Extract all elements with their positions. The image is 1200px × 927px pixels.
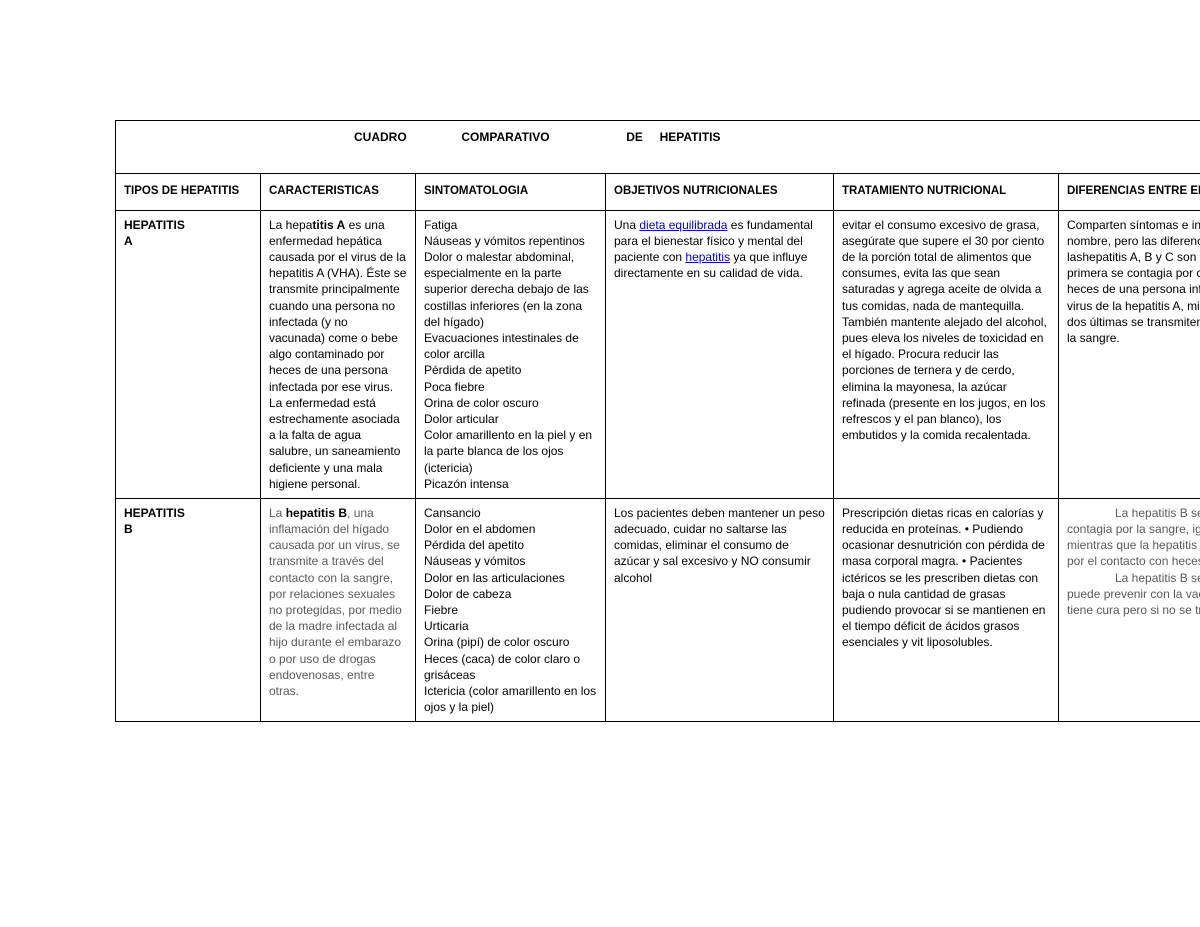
tratamiento-a: evitar el consumo excesivo de grasa, ase… — [834, 210, 1059, 498]
header-tipos: TIPOS DE HEPATITIS — [116, 174, 261, 211]
title-word-2: COMPARATIVO — [461, 129, 549, 145]
diff-lead-1: La hepatitis B se — [1067, 505, 1200, 521]
header-row: TIPOS DE HEPATITIS CARACTERISTICAS SINTO… — [116, 174, 1200, 211]
link-dieta-equilibrada[interactable]: dieta equilibrada — [639, 218, 727, 232]
diff-lead-2: La hepatitis B se — [1067, 570, 1200, 586]
caracteristicas-a: La hepatitis A es una enfermedad hepátic… — [261, 210, 416, 498]
carac-pre: La hepa — [269, 218, 312, 232]
tratamiento-b: Prescripción dietas ricas en calorías y … — [834, 498, 1059, 721]
objetivos-a: Una dieta equilibrada es fundamental par… — [606, 210, 834, 498]
title-word-4: HEPATITIS — [660, 129, 721, 145]
header-caracteristicas: CARACTERISTICAS — [261, 174, 416, 211]
table-row: HEPATITIS A La hepatitis A es una enferm… — [116, 210, 1200, 498]
type-cell-a: HEPATITIS A — [116, 210, 261, 498]
carac-pre: La — [269, 506, 286, 520]
header-sintomatologia: SINTOMATOLOGIA — [416, 174, 606, 211]
diferencias-b: La hepatitis B se contagia por la sangre… — [1059, 498, 1200, 721]
carac-post: es una enfermedad hepática causada por e… — [269, 218, 406, 491]
obj-pre: Una — [614, 218, 639, 232]
link-hepatitis[interactable]: hepatitis — [685, 250, 730, 264]
sintomatologia-b: Cansancio Dolor en el abdomen Pérdida de… — [416, 498, 606, 721]
carac-post: , una inflamación del hígado causada por… — [269, 506, 402, 698]
carac-bold: titis A — [312, 218, 345, 232]
objetivos-b: Los pacientes deben mantener un peso ade… — [606, 498, 834, 721]
title-word-3: DE — [626, 129, 643, 145]
type-letter: A — [124, 233, 252, 249]
table-title-cell: CUADRO COMPARATIVO DE HEPATITIS — [116, 121, 1200, 174]
type-name: HEPATITIS — [124, 505, 252, 521]
header-tratamiento: TRATAMIENTO NUTRICIONAL — [834, 174, 1059, 211]
caracteristicas-b: La hepatitis B, una inflamación del híga… — [261, 498, 416, 721]
hepatitis-comparison-table: CUADRO COMPARATIVO DE HEPATITIS TIPOS DE… — [115, 120, 1200, 722]
table-title: CUADRO COMPARATIVO DE HEPATITIS — [124, 129, 1200, 145]
table-row: HEPATITIS B La hepatitis B, una inflamac… — [116, 498, 1200, 721]
sintomatologia-a: Fatiga Náuseas y vómitos repentinos Dolo… — [416, 210, 606, 498]
diferencias-a: Comparten síntomas e incluso un mismo no… — [1059, 210, 1200, 498]
header-objetivos: OBJETIVOS NUTRICIONALES — [606, 174, 834, 211]
type-name: HEPATITIS — [124, 217, 252, 233]
diff-body-2: puede prevenir con la vacunación. La C t… — [1067, 587, 1200, 617]
table-title-row: CUADRO COMPARATIVO DE HEPATITIS — [116, 121, 1200, 174]
type-cell-b: HEPATITIS B — [116, 498, 261, 721]
header-diferencias: DIFERENCIAS ENTRE ELLAS — [1059, 174, 1200, 211]
type-letter: B — [124, 521, 252, 537]
carac-bold: hepatitis B — [286, 506, 347, 520]
title-word-1: CUADRO — [354, 129, 407, 145]
diff-body-1: contagia por la sangre, igual que la B, … — [1067, 522, 1200, 568]
